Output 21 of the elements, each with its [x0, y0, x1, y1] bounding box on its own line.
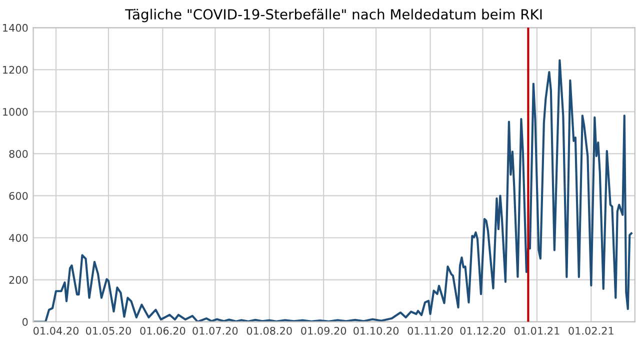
chart-title: Tägliche "COVID-19-Sterbefälle" nach Meldedatum beim RKI — [125, 8, 542, 22]
x-tick-label: 01.01.21 — [514, 326, 560, 335]
x-tick-label: 01.04.20 — [34, 326, 79, 335]
x-tick-label: 01.08.20 — [246, 326, 292, 335]
line-series — [34, 59, 632, 322]
y-tick-label: 400 — [9, 234, 28, 242]
y-tick-label: 800 — [9, 150, 28, 158]
x-tick-label: 01.06.20 — [140, 326, 186, 335]
y-tick-label: 1400 — [3, 24, 28, 32]
x-tick-label: 01.02.21 — [568, 326, 614, 335]
y-tick-label: 600 — [9, 192, 28, 200]
y-tick-label: 0 — [22, 318, 28, 326]
x-tick-label: 01.09.20 — [301, 326, 346, 335]
x-tick-label: 01.10.20 — [354, 326, 399, 335]
y-tick-label: 1000 — [3, 108, 28, 116]
y-tick-label: 1200 — [3, 66, 28, 74]
x-tick-label: 01.12.20 — [460, 326, 506, 335]
x-tick-label: 01.05.20 — [86, 326, 131, 335]
y-tick-label: 200 — [9, 276, 28, 284]
x-tick-label: 01.11.20 — [408, 326, 453, 335]
x-tick-label: 01.07.20 — [192, 326, 238, 335]
